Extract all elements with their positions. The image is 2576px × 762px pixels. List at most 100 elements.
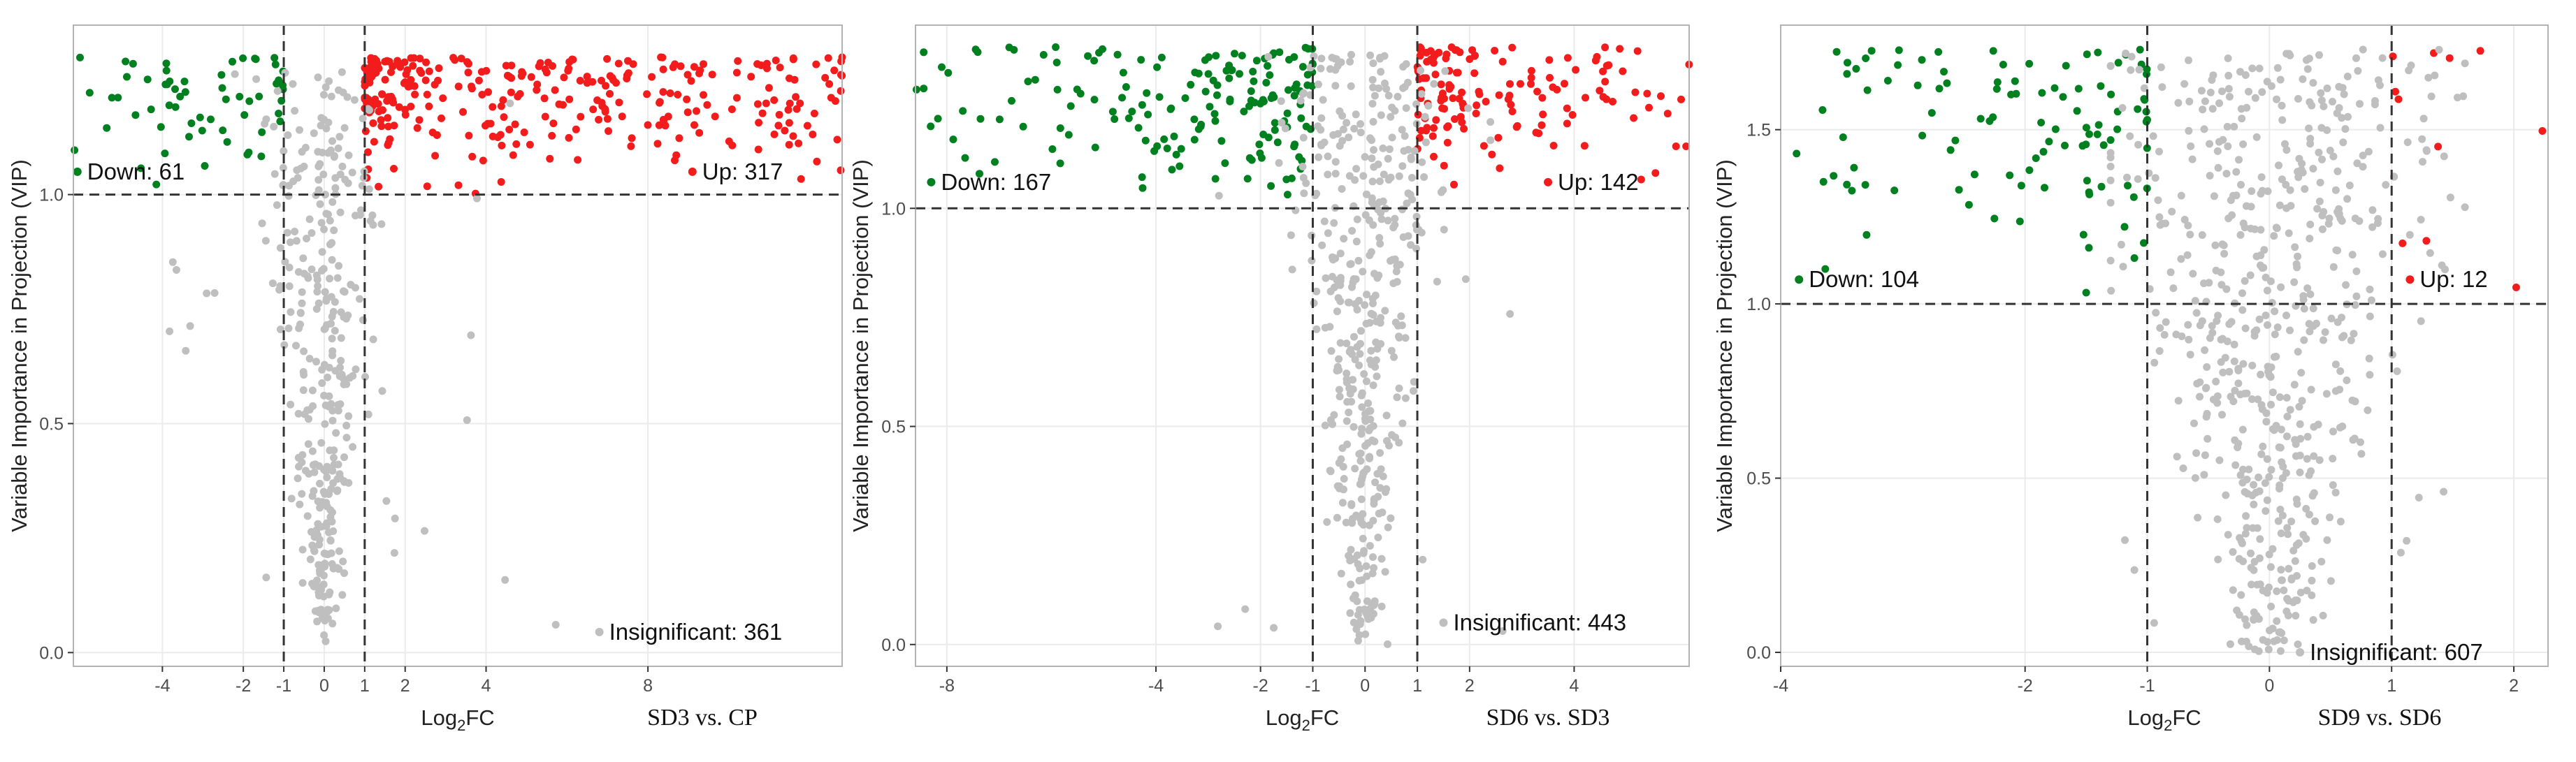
point-insignificant (1391, 107, 1399, 115)
point-insignificant (333, 487, 341, 495)
point-up (770, 96, 779, 104)
point-up (454, 82, 463, 91)
x-axis: -4 -2 -1 0 1 2 (1773, 666, 2519, 696)
point-down (218, 84, 226, 92)
point-up (411, 90, 419, 98)
point-down (934, 115, 942, 123)
point-insignificant (317, 219, 326, 227)
point-up (598, 98, 606, 107)
point-up (1475, 90, 1484, 98)
point-insignificant (2151, 174, 2159, 182)
point-up (753, 100, 762, 108)
point-insignificant (2230, 340, 2238, 349)
point-down (1141, 136, 1150, 145)
x-tick-label: 0 (1360, 676, 1370, 696)
annotation-up: Up: 142 (1544, 169, 1639, 195)
point-up (367, 54, 375, 62)
point-insignificant (1360, 370, 1368, 378)
point-up (1482, 98, 1490, 105)
point-up (379, 106, 386, 115)
point-insignificant (308, 541, 317, 550)
point-insignificant (2282, 394, 2291, 402)
point-insignificant (1349, 423, 1358, 431)
point-insignificant (2338, 114, 2346, 122)
point-down (161, 80, 170, 89)
point-up (1445, 81, 1454, 89)
point-up (1599, 67, 1607, 75)
point-insignificant (2220, 241, 2228, 249)
point-insignificant (1298, 163, 1307, 170)
point-up (395, 103, 403, 111)
point-down (1290, 91, 1298, 100)
annotation-up: Up: 12 (2405, 266, 2488, 292)
point-down (1951, 136, 1960, 145)
point-down (276, 117, 284, 126)
comparison-label: SD6 vs. SD3 (1486, 705, 1610, 731)
point-down (944, 68, 953, 77)
point-insignificant (299, 386, 307, 395)
point-insignificant (2294, 95, 2302, 103)
point-up (425, 102, 433, 110)
point-insignificant (2286, 186, 2294, 194)
point-insignificant (276, 244, 284, 252)
point-insignificant (2235, 156, 2243, 164)
point-insignificant (1417, 66, 1425, 75)
point-down (1019, 122, 1027, 131)
point-up (1432, 116, 1440, 124)
data-points (912, 43, 1693, 648)
point-down (1282, 175, 1291, 184)
point-insignificant (2371, 97, 2379, 105)
point-down (239, 54, 247, 62)
point-insignificant (2238, 289, 2246, 298)
point-insignificant (298, 299, 306, 307)
point-insignificant (2241, 615, 2249, 624)
point-up (732, 68, 741, 77)
point-down (961, 154, 969, 162)
point-down (2037, 119, 2046, 126)
point-up (526, 140, 534, 149)
point-insignificant (1338, 499, 1347, 507)
point-down (1108, 108, 1117, 116)
point-insignificant (2418, 135, 2426, 143)
point-down (1213, 91, 1221, 99)
point-insignificant (2157, 63, 2165, 71)
point-insignificant (314, 176, 323, 184)
point-insignificant (1366, 424, 1375, 432)
point-insignificant (313, 288, 321, 296)
point-insignificant (1343, 339, 1351, 348)
point-down (131, 111, 140, 119)
point-up (361, 127, 370, 135)
point-insignificant (262, 573, 270, 582)
point-insignificant (1361, 301, 1369, 309)
data-points (71, 53, 846, 645)
point-up (653, 140, 662, 148)
point-up (1444, 122, 1452, 131)
point-insignificant (1353, 305, 1361, 314)
point-down (1056, 124, 1064, 132)
point-insignificant (1366, 454, 1374, 462)
point-insignificant (2135, 66, 2143, 74)
y-axis: 0.00.51.0 (881, 199, 916, 655)
point-insignificant (2351, 397, 2359, 406)
point-up (1663, 110, 1672, 118)
point-insignificant (324, 373, 332, 381)
x-tick-label: 1 (2387, 676, 2396, 696)
point-insignificant (299, 254, 307, 263)
point-insignificant (2210, 192, 2218, 200)
point-up (565, 133, 573, 142)
point-up (507, 61, 516, 70)
point-up (1437, 80, 1445, 89)
point-insignificant (2263, 455, 2271, 463)
point-insignificant (1346, 609, 1354, 617)
y-axis-title: Variable Importance in Projection (VIP) (848, 159, 873, 532)
point-up (614, 59, 623, 68)
point-down (176, 92, 184, 101)
point-insignificant (317, 122, 325, 130)
point-insignificant (2353, 159, 2361, 168)
point-insignificant (338, 68, 346, 76)
point-insignificant (325, 490, 333, 498)
point-insignificant (1376, 484, 1384, 492)
point-insignificant (1393, 278, 1401, 286)
point-insignificant (1331, 254, 1340, 263)
point-insignificant (1368, 437, 1376, 444)
